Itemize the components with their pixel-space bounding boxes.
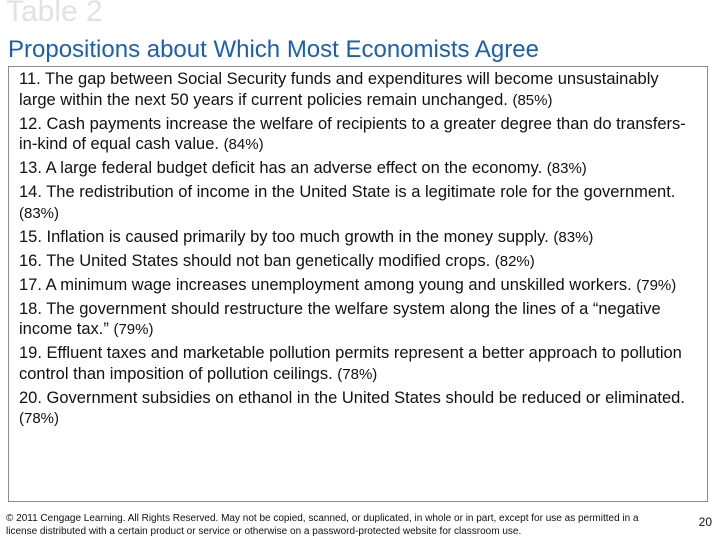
propositions-box: 11. The gap between Social Security fund… [8,66,708,502]
proposition-item: 11. The gap between Social Security fund… [19,69,697,111]
proposition-percent: (84%) [223,136,264,153]
proposition-percent: (79%) [113,321,154,338]
proposition-percent: (83%) [546,160,587,177]
proposition-percent: (85%) [512,91,553,109]
proposition-text: 20. Government subsidies on ethanol in t… [19,388,685,407]
proposition-item: 18. The government should restructure th… [19,299,697,341]
proposition-percent: (79%) [636,276,677,294]
proposition-percent: (78%) [337,365,378,383]
proposition-text: 15. Inflation is caused primarily by too… [19,227,549,246]
proposition-percent: (82%) [494,252,535,270]
proposition-item: 17. A minimum wage increases unemploymen… [19,275,697,297]
page-number: 20 [698,515,712,529]
proposition-percent: (83%) [19,204,60,222]
proposition-text: 16. The United States should not ban gen… [19,251,491,270]
proposition-text: 14. The redistribution of income in the … [19,183,676,201]
copyright-notice: © 2011 Cengage Learning. All Rights Rese… [6,513,639,537]
proposition-text: 11. The gap between Social Security fund… [19,70,659,109]
proposition-item: 14. The redistribution of income in the … [19,182,697,224]
proposition-item: 13. A large federal budget deficit has a… [19,158,697,180]
proposition-text: 17. A minimum wage increases unemploymen… [19,275,632,294]
proposition-item: 19. Effluent taxes and marketable pollut… [19,343,697,385]
proposition-text: 18. The government should restructure th… [19,299,661,339]
proposition-text: 12. Cash payments increase the welfare o… [19,114,686,154]
proposition-list: 11. The gap between Social Security fund… [9,67,707,430]
proposition-item: 16. The United States should not ban gen… [19,251,697,273]
slide-title: Propositions about Which Most Economists… [8,36,539,63]
proposition-item: 15. Inflation is caused primarily by too… [19,227,697,249]
proposition-text: 19. Effluent taxes and marketable pollut… [19,344,682,383]
proposition-item: 20. Government subsidies on ethanol in t… [19,388,697,430]
proposition-item: 12. Cash payments increase the welfare o… [19,114,697,156]
proposition-text: 13. A large federal budget deficit has a… [19,159,543,177]
slide-label: Table 2 [6,0,103,28]
proposition-percent: (78%) [19,410,60,427]
proposition-percent: (83%) [553,228,594,246]
